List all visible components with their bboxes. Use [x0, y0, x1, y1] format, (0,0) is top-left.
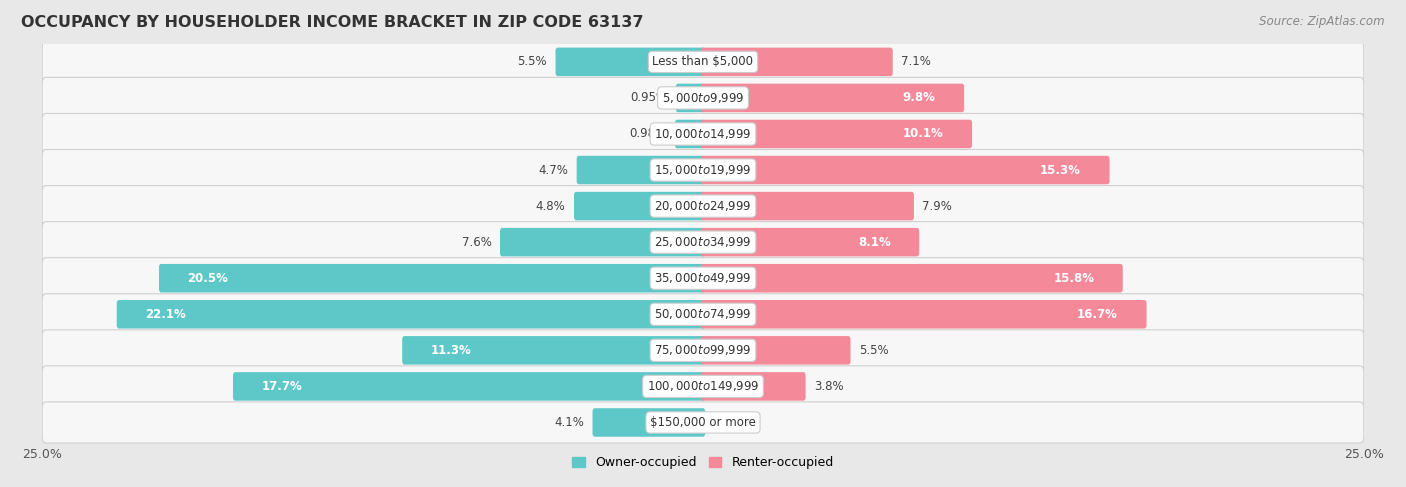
FancyBboxPatch shape: [42, 186, 1364, 226]
FancyBboxPatch shape: [117, 300, 706, 329]
FancyBboxPatch shape: [700, 48, 893, 76]
Text: 15.3%: 15.3%: [1040, 164, 1081, 177]
FancyBboxPatch shape: [700, 336, 851, 365]
FancyBboxPatch shape: [592, 408, 706, 437]
Text: Source: ZipAtlas.com: Source: ZipAtlas.com: [1260, 15, 1385, 28]
Text: $15,000 to $19,999: $15,000 to $19,999: [654, 163, 752, 177]
Text: 4.1%: 4.1%: [554, 416, 583, 429]
Text: 16.7%: 16.7%: [1077, 308, 1118, 321]
FancyBboxPatch shape: [42, 77, 1364, 118]
Text: 17.7%: 17.7%: [262, 380, 302, 393]
Text: OCCUPANCY BY HOUSEHOLDER INCOME BRACKET IN ZIP CODE 63137: OCCUPANCY BY HOUSEHOLDER INCOME BRACKET …: [21, 15, 644, 30]
Text: 0.95%: 0.95%: [630, 92, 668, 104]
Text: 3.8%: 3.8%: [814, 380, 844, 393]
Text: $50,000 to $74,999: $50,000 to $74,999: [654, 307, 752, 321]
FancyBboxPatch shape: [233, 372, 706, 401]
FancyBboxPatch shape: [42, 294, 1364, 335]
FancyBboxPatch shape: [555, 48, 706, 76]
FancyBboxPatch shape: [576, 156, 706, 184]
FancyBboxPatch shape: [700, 372, 806, 401]
Text: 7.1%: 7.1%: [901, 56, 931, 68]
FancyBboxPatch shape: [42, 402, 1364, 443]
FancyBboxPatch shape: [42, 330, 1364, 371]
FancyBboxPatch shape: [501, 228, 706, 257]
FancyBboxPatch shape: [675, 120, 706, 148]
FancyBboxPatch shape: [700, 156, 1109, 184]
FancyBboxPatch shape: [42, 366, 1364, 407]
Legend: Owner-occupied, Renter-occupied: Owner-occupied, Renter-occupied: [568, 451, 838, 474]
Text: 9.8%: 9.8%: [903, 92, 935, 104]
Text: 0.0%: 0.0%: [714, 416, 744, 429]
Text: $5,000 to $9,999: $5,000 to $9,999: [662, 91, 744, 105]
Text: 22.1%: 22.1%: [145, 308, 186, 321]
FancyBboxPatch shape: [700, 264, 1123, 293]
FancyBboxPatch shape: [42, 258, 1364, 299]
Text: $25,000 to $34,999: $25,000 to $34,999: [654, 235, 752, 249]
Text: $20,000 to $24,999: $20,000 to $24,999: [654, 199, 752, 213]
Text: $10,000 to $14,999: $10,000 to $14,999: [654, 127, 752, 141]
Text: 7.9%: 7.9%: [922, 200, 952, 213]
Text: 25.0%: 25.0%: [1344, 448, 1384, 461]
FancyBboxPatch shape: [42, 150, 1364, 190]
Text: 0.98%: 0.98%: [630, 128, 666, 140]
FancyBboxPatch shape: [574, 192, 706, 220]
FancyBboxPatch shape: [700, 192, 914, 220]
Text: $100,000 to $149,999: $100,000 to $149,999: [647, 379, 759, 393]
Text: 5.5%: 5.5%: [517, 56, 547, 68]
Text: 4.7%: 4.7%: [538, 164, 568, 177]
Text: 15.8%: 15.8%: [1053, 272, 1094, 285]
Text: 10.1%: 10.1%: [903, 128, 943, 140]
Text: 11.3%: 11.3%: [430, 344, 471, 357]
FancyBboxPatch shape: [42, 222, 1364, 262]
Text: 7.6%: 7.6%: [461, 236, 492, 249]
FancyBboxPatch shape: [700, 300, 1146, 329]
FancyBboxPatch shape: [159, 264, 706, 293]
FancyBboxPatch shape: [676, 84, 706, 112]
Text: 8.1%: 8.1%: [858, 236, 890, 249]
FancyBboxPatch shape: [42, 113, 1364, 154]
Text: $35,000 to $49,999: $35,000 to $49,999: [654, 271, 752, 285]
Text: 5.5%: 5.5%: [859, 344, 889, 357]
FancyBboxPatch shape: [700, 84, 965, 112]
Text: Less than $5,000: Less than $5,000: [652, 56, 754, 68]
Text: $150,000 or more: $150,000 or more: [650, 416, 756, 429]
Text: $75,000 to $99,999: $75,000 to $99,999: [654, 343, 752, 357]
FancyBboxPatch shape: [402, 336, 706, 365]
Text: 20.5%: 20.5%: [187, 272, 228, 285]
Text: 4.8%: 4.8%: [536, 200, 565, 213]
Text: 25.0%: 25.0%: [22, 448, 62, 461]
FancyBboxPatch shape: [700, 228, 920, 257]
FancyBboxPatch shape: [42, 41, 1364, 82]
FancyBboxPatch shape: [700, 120, 972, 148]
